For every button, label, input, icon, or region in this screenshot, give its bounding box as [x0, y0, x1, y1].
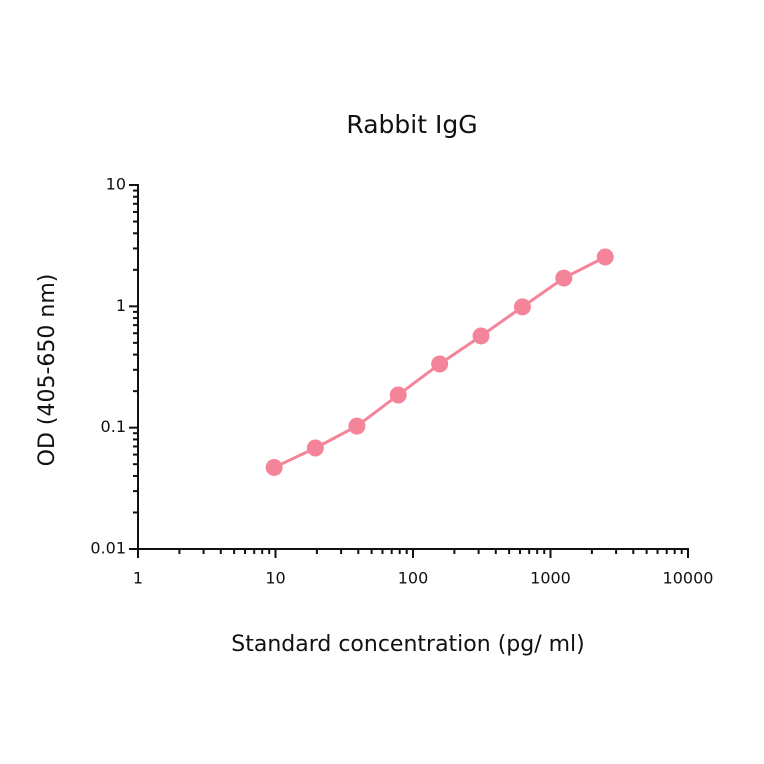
data-point: [348, 417, 366, 435]
data-point: [265, 458, 283, 476]
y-tick-label: 10: [106, 175, 126, 194]
x-tick-label: 10000: [663, 569, 714, 588]
x-tick-label: 1000: [530, 569, 571, 588]
data-point: [472, 327, 490, 345]
chart-title: Rabbit IgG: [346, 110, 477, 139]
data-point: [389, 386, 407, 404]
y-axis-title: OD (405-650 nm): [35, 274, 60, 467]
x-tick-label: 100: [398, 569, 429, 588]
data-point: [513, 298, 531, 316]
data-point: [431, 355, 449, 373]
x-tick-label: 1: [133, 569, 143, 588]
x-tick-label: 10: [265, 569, 285, 588]
data-point: [306, 439, 324, 457]
y-tick-label: 1: [116, 296, 126, 315]
data-point: [555, 269, 573, 287]
y-tick-label: 0.1: [101, 417, 126, 436]
y-tick-label: 0.01: [90, 539, 126, 558]
x-axis-title: Standard concentration (pg/ ml): [231, 632, 584, 657]
data-point: [596, 248, 614, 266]
